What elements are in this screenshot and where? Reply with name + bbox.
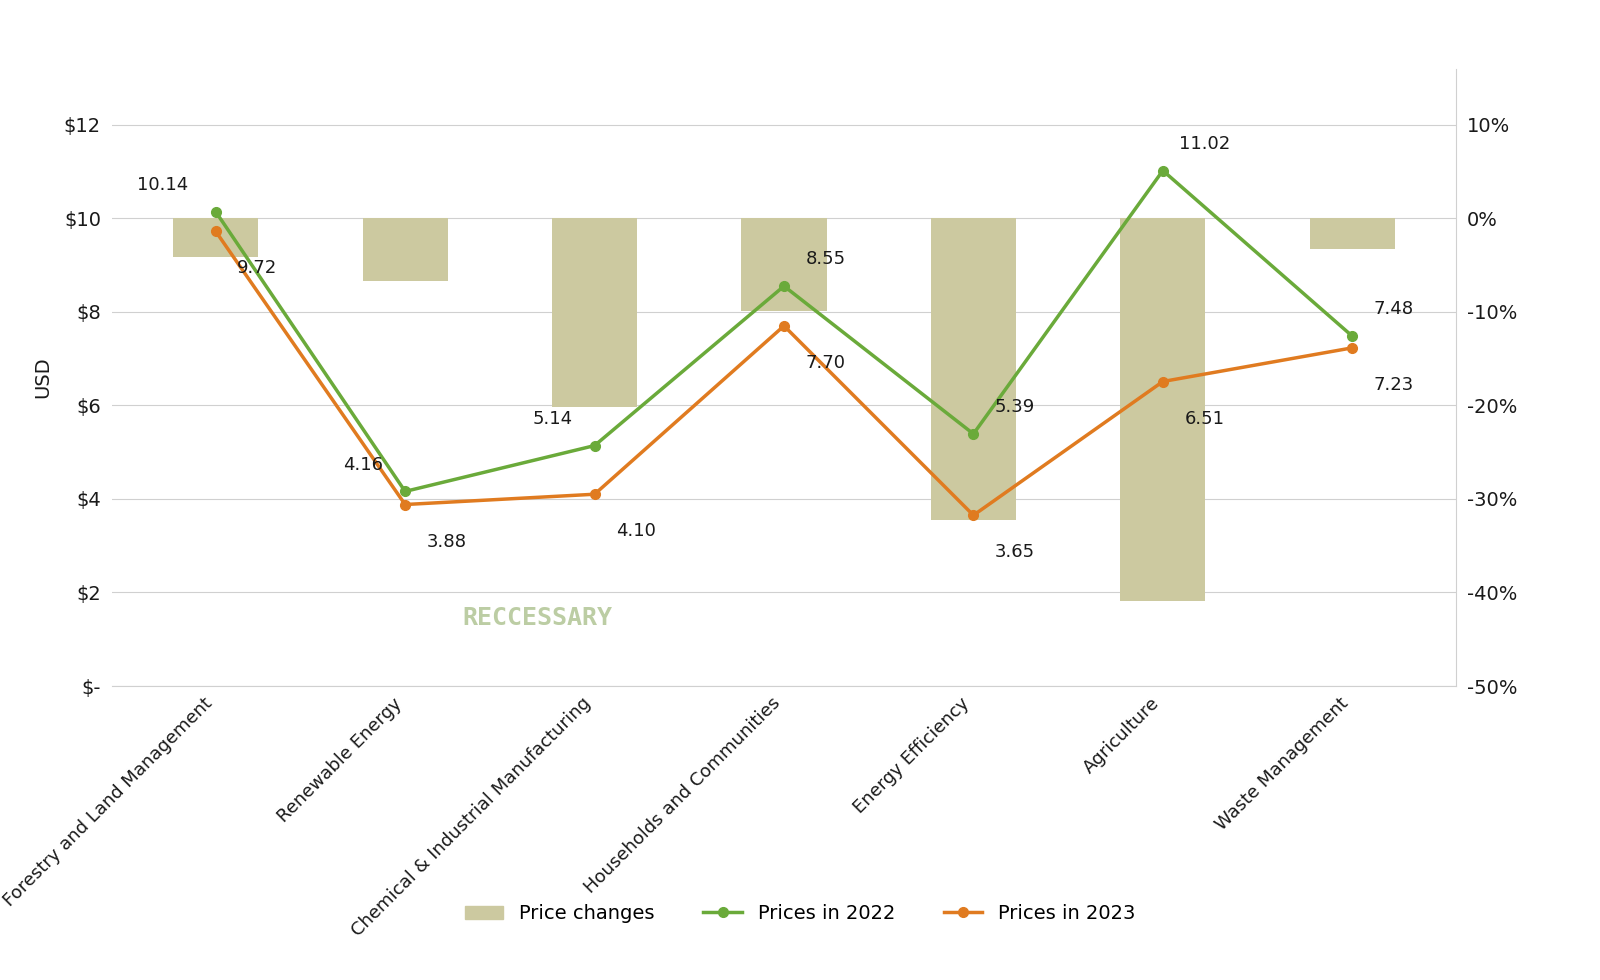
Prices in 2023 bbox=[963, 510, 982, 521]
Bar bbox=[1310, 219, 1395, 249]
Text: 3.88: 3.88 bbox=[427, 532, 467, 551]
Prices in 2023 bbox=[586, 488, 605, 500]
Prices in 2023 bbox=[206, 225, 226, 237]
Text: 11.02: 11.02 bbox=[1179, 135, 1230, 153]
Text: RECCESSARY: RECCESSARY bbox=[462, 606, 611, 630]
Prices in 2022 bbox=[395, 485, 414, 497]
Text: 6.51: 6.51 bbox=[1184, 410, 1224, 427]
Text: 7.48: 7.48 bbox=[1374, 300, 1414, 318]
Prices in 2022 bbox=[1154, 165, 1173, 176]
Bar bbox=[741, 219, 827, 311]
Text: 5.14: 5.14 bbox=[533, 410, 573, 428]
Prices in 2023 bbox=[1154, 375, 1173, 387]
Text: 5.39: 5.39 bbox=[995, 398, 1035, 416]
Prices in 2022 bbox=[586, 440, 605, 452]
Text: 7.23: 7.23 bbox=[1374, 376, 1414, 394]
Prices in 2022 bbox=[206, 206, 226, 218]
Text: 10.14: 10.14 bbox=[138, 176, 189, 194]
Bar bbox=[1120, 219, 1205, 601]
Prices in 2023 bbox=[1342, 342, 1362, 354]
Prices in 2022 bbox=[963, 428, 982, 440]
Line: Prices in 2022: Prices in 2022 bbox=[211, 166, 1357, 496]
Text: 3.65: 3.65 bbox=[995, 543, 1035, 562]
Prices in 2022 bbox=[1342, 330, 1362, 342]
Text: 7.70: 7.70 bbox=[806, 354, 846, 372]
Prices in 2022 bbox=[774, 280, 794, 292]
Text: 8.55: 8.55 bbox=[806, 250, 846, 269]
Line: Prices in 2023: Prices in 2023 bbox=[211, 226, 1357, 520]
Bar bbox=[173, 219, 258, 257]
Y-axis label: USD: USD bbox=[34, 357, 53, 398]
Text: 4.16: 4.16 bbox=[344, 456, 384, 473]
Prices in 2023 bbox=[774, 319, 794, 331]
Text: 9.72: 9.72 bbox=[237, 260, 277, 277]
Bar bbox=[931, 219, 1016, 520]
Text: 4.10: 4.10 bbox=[616, 522, 656, 540]
Legend: Price changes, Prices in 2022, Prices in 2023: Price changes, Prices in 2022, Prices in… bbox=[458, 897, 1142, 931]
Bar bbox=[363, 219, 448, 281]
Bar bbox=[552, 219, 637, 408]
Prices in 2023 bbox=[395, 499, 414, 511]
